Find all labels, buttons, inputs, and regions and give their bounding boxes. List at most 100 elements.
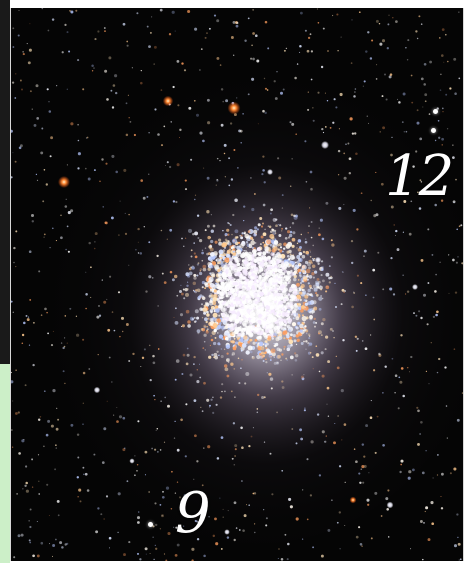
background-star xyxy=(159,503,162,506)
background-star xyxy=(208,27,211,30)
cluster-star xyxy=(214,240,218,244)
cluster-star xyxy=(285,357,288,360)
background-star xyxy=(395,20,398,23)
cluster-star xyxy=(241,285,247,291)
background-star xyxy=(64,337,66,339)
cluster-star xyxy=(268,294,273,299)
background-star xyxy=(369,334,372,336)
cluster-star xyxy=(312,276,315,279)
background-star xyxy=(90,296,92,298)
background-star xyxy=(356,337,359,340)
cluster-star xyxy=(255,312,259,316)
cluster-star xyxy=(233,256,238,261)
background-star xyxy=(233,54,235,56)
cluster-star xyxy=(210,338,214,342)
cluster-star xyxy=(286,347,291,352)
background-star xyxy=(199,363,200,365)
background-star xyxy=(124,212,126,214)
background-star xyxy=(64,382,66,385)
cluster-star xyxy=(270,208,273,212)
cluster-star xyxy=(257,346,262,351)
background-star xyxy=(252,492,255,495)
background-star xyxy=(222,100,224,103)
background-star xyxy=(111,154,115,158)
background-star xyxy=(325,201,329,205)
cluster-star xyxy=(200,303,204,306)
background-star xyxy=(120,316,125,320)
background-star xyxy=(197,236,200,240)
cluster-star xyxy=(268,225,272,229)
background-star xyxy=(165,165,166,166)
cluster-star xyxy=(312,259,315,262)
background-star xyxy=(402,231,404,233)
cluster-star xyxy=(209,244,213,248)
background-star xyxy=(240,480,243,482)
cluster-star xyxy=(250,318,256,324)
background-star xyxy=(67,250,70,253)
cluster-star xyxy=(239,310,244,315)
cluster-star xyxy=(250,326,255,331)
background-star xyxy=(271,493,274,496)
background-star xyxy=(304,407,306,409)
background-star xyxy=(233,149,236,151)
background-star xyxy=(422,106,424,108)
cluster-star xyxy=(288,263,292,267)
background-star xyxy=(101,279,103,281)
cluster-star xyxy=(213,294,217,298)
background-star xyxy=(48,110,52,113)
background-star xyxy=(386,508,389,511)
cluster-star xyxy=(256,247,261,252)
cluster-star xyxy=(267,291,271,296)
cluster-star xyxy=(313,306,318,311)
background-star xyxy=(400,334,403,337)
background-star xyxy=(11,446,14,448)
background-star xyxy=(355,152,358,156)
background-star xyxy=(152,525,155,528)
cluster-star xyxy=(204,282,208,286)
background-star xyxy=(137,252,140,254)
cluster-star xyxy=(309,293,313,297)
cluster-star xyxy=(248,271,251,274)
cluster-star xyxy=(294,294,296,297)
background-star xyxy=(372,296,375,299)
cluster-star xyxy=(243,219,245,222)
background-star xyxy=(25,314,28,317)
background-star xyxy=(254,523,256,525)
cluster-star xyxy=(291,322,297,327)
background-star xyxy=(183,245,185,247)
background-star xyxy=(11,81,15,84)
background-star xyxy=(307,333,311,337)
background-star xyxy=(28,344,31,346)
cluster-star xyxy=(299,275,302,278)
background-star xyxy=(308,345,310,347)
cluster-star xyxy=(293,267,297,270)
cluster-star xyxy=(276,243,280,247)
background-star xyxy=(301,538,304,540)
background-star xyxy=(227,510,229,512)
cluster-star xyxy=(213,352,218,357)
cluster-star xyxy=(238,294,241,297)
background-star xyxy=(282,88,285,91)
background-star xyxy=(11,429,13,431)
background-star xyxy=(200,406,202,408)
cluster-star xyxy=(225,253,230,258)
cluster-star xyxy=(209,252,215,257)
background-star xyxy=(436,371,439,374)
cluster-star xyxy=(210,229,214,233)
background-star xyxy=(416,109,419,112)
background-star xyxy=(117,531,119,534)
cluster-star xyxy=(233,337,236,340)
background-star xyxy=(125,133,129,137)
cluster-star xyxy=(282,300,285,303)
cluster-star xyxy=(304,325,307,328)
cluster-star xyxy=(206,210,210,214)
background-star xyxy=(148,241,151,244)
cluster-star xyxy=(253,233,257,237)
background-star xyxy=(108,356,111,359)
background-star xyxy=(15,73,17,75)
background-star xyxy=(329,127,332,129)
cluster-star xyxy=(185,272,190,277)
background-star xyxy=(317,262,320,265)
cluster-star xyxy=(245,266,248,269)
background-star xyxy=(83,473,85,476)
